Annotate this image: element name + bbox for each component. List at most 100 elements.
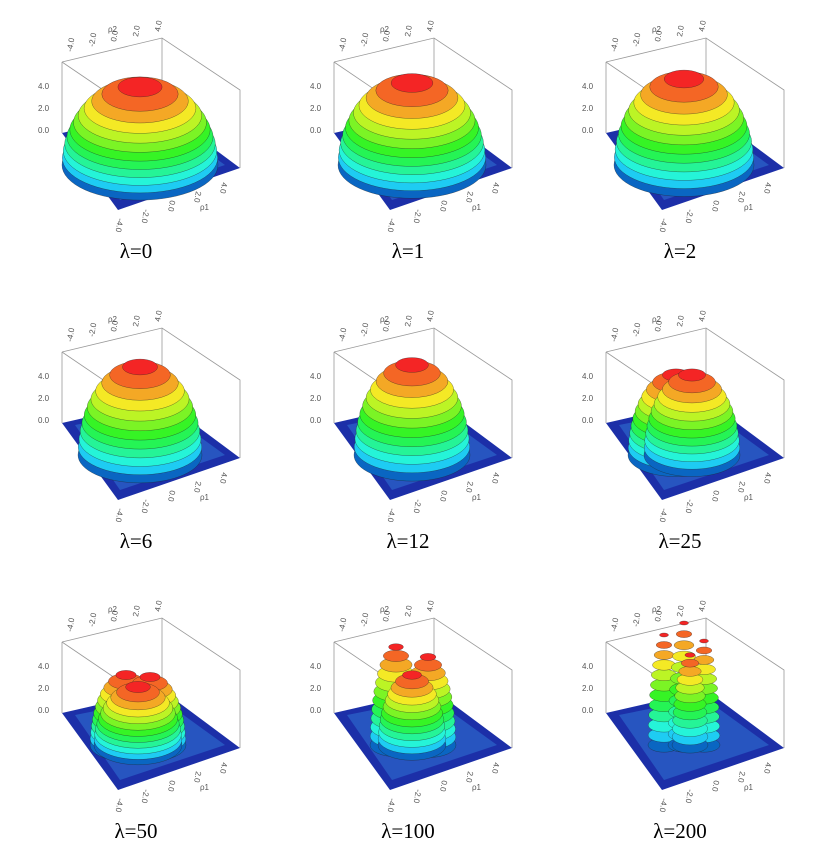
y-tick-label: 0.0 [109, 319, 120, 332]
x-tick-label: -2.0 [140, 789, 151, 805]
x-tick-label: -4.0 [658, 798, 669, 814]
x-tick-label: 2.0 [192, 481, 203, 494]
x-tick-label: 4.0 [490, 472, 501, 485]
x-tick-label: 0.0 [166, 490, 177, 503]
y-tick-label: 2.0 [675, 314, 686, 327]
x-tick-label: -4.0 [114, 798, 125, 814]
y-tick-label: 4.0 [697, 599, 708, 612]
x-tick-label: 2.0 [464, 191, 475, 204]
z-tick-label: 4.0 [38, 372, 50, 381]
z-tick-label: 2.0 [310, 684, 322, 693]
z-tick-label: 2.0 [38, 394, 50, 403]
surface-panel: -4.0 -2.0 0.0 2.0 4.0 -4.0 -2.0 0.0 2.0 4.0 0.0 2.0… [310, 309, 513, 553]
z-tick-label: 0.0 [582, 416, 594, 425]
x-axis-label: ρ1 [472, 493, 482, 502]
y-tick-label: 4.0 [153, 309, 164, 322]
x-tick-label: 0.0 [710, 200, 721, 213]
surface-contour [678, 368, 706, 382]
x-tick-label: -2.0 [412, 499, 423, 515]
x-tick-label: 4.0 [762, 182, 773, 195]
y-tick-label: -2.0 [359, 32, 370, 48]
z-tick-label: 0.0 [38, 416, 50, 425]
y-tick-label: 0.0 [381, 29, 392, 42]
surface-panel: -4.0 -2.0 0.0 2.0 4.0 -4.0 -2.0 0.0 2.0 4.0 0.0 2.0… [582, 19, 785, 263]
y-tick-label: 4.0 [697, 309, 708, 322]
y-axis-label: ρ2 [380, 25, 390, 34]
z-tick-label: 2.0 [582, 104, 594, 113]
z-tick-label: 0.0 [310, 416, 322, 425]
surface-contour [390, 73, 434, 93]
x-tick-label: 4.0 [218, 762, 229, 775]
panel-label: λ=1 [392, 239, 425, 263]
y-tick-label: 0.0 [653, 609, 664, 622]
surface-contour [383, 649, 409, 662]
x-tick-label: -4.0 [386, 218, 397, 234]
y-tick-label: -4.0 [337, 37, 348, 53]
surface-contour [695, 646, 713, 655]
z-tick-label: 4.0 [582, 372, 594, 381]
surface-contour [402, 670, 422, 680]
x-tick-label: -4.0 [658, 508, 669, 524]
y-tick-label: -4.0 [65, 617, 76, 633]
y-axis-label: ρ2 [108, 315, 118, 324]
y-tick-label: 2.0 [675, 24, 686, 37]
axis-frame [61, 617, 241, 748]
axis-frame [605, 37, 785, 168]
x-tick-label: -2.0 [684, 789, 695, 805]
y-tick-label: -4.0 [609, 617, 620, 633]
y-tick-label: 2.0 [403, 24, 414, 37]
x-tick-label: 0.0 [438, 200, 449, 213]
z-tick-label: 0.0 [310, 706, 322, 715]
x-tick-label: 2.0 [464, 771, 475, 784]
surface-contour [419, 653, 437, 661]
x-axis-label: ρ1 [472, 783, 482, 792]
y-axis-label: ρ2 [380, 315, 390, 324]
y-tick-label: 0.0 [109, 29, 120, 42]
surface-contour [117, 76, 163, 98]
x-tick-label: 0.0 [438, 780, 449, 793]
axis-frame [605, 617, 785, 748]
y-tick-label: 0.0 [653, 29, 664, 42]
z-tick-label: 4.0 [38, 662, 50, 671]
surface-contour [659, 632, 669, 638]
surface-panel: -4.0 -2.0 0.0 2.0 4.0 -4.0 -2.0 0.0 2.0 4.0 0.0 2.0… [582, 599, 785, 843]
surface-contour [139, 672, 161, 682]
axis-frame [61, 37, 241, 168]
y-tick-label: -2.0 [631, 32, 642, 48]
y-axis-label: ρ2 [652, 605, 662, 614]
y-tick-label: 4.0 [425, 599, 436, 612]
surface-contour [395, 357, 429, 373]
axis-frame [61, 327, 241, 458]
x-tick-label: -2.0 [412, 209, 423, 225]
y-tick-label: -2.0 [359, 612, 370, 628]
y-axis-label: ρ2 [652, 315, 662, 324]
y-tick-label: -4.0 [65, 37, 76, 53]
axis-frame [333, 327, 513, 458]
z-tick-label: 0.0 [582, 706, 594, 715]
z-tick-label: 4.0 [310, 82, 322, 91]
surface-panel: -4.0 -2.0 0.0 2.0 4.0 -4.0 -2.0 0.0 2.0 4.0 0.0 2.0… [310, 599, 513, 843]
z-tick-label: 4.0 [582, 662, 594, 671]
y-tick-label: -2.0 [631, 322, 642, 338]
x-tick-label: -2.0 [684, 209, 695, 225]
x-tick-label: -4.0 [114, 508, 125, 524]
panel-label: λ=2 [664, 239, 697, 263]
z-tick-label: 2.0 [38, 684, 50, 693]
surface-contour [653, 650, 675, 660]
surface-contour [675, 630, 693, 638]
x-tick-label: -2.0 [140, 209, 151, 225]
y-tick-label: 0.0 [653, 319, 664, 332]
z-tick-label: 4.0 [582, 82, 594, 91]
x-tick-label: -2.0 [684, 499, 695, 515]
y-tick-label: 2.0 [131, 314, 142, 327]
x-axis-label: ρ1 [744, 203, 754, 212]
surface-contour [115, 670, 137, 680]
x-axis-label: ρ1 [200, 493, 210, 502]
z-tick-label: 2.0 [310, 394, 322, 403]
y-tick-label: -4.0 [609, 327, 620, 343]
axis-frame [333, 37, 513, 168]
x-tick-label: 4.0 [218, 472, 229, 485]
y-tick-label: 4.0 [425, 19, 436, 32]
x-tick-label: 4.0 [762, 472, 773, 485]
